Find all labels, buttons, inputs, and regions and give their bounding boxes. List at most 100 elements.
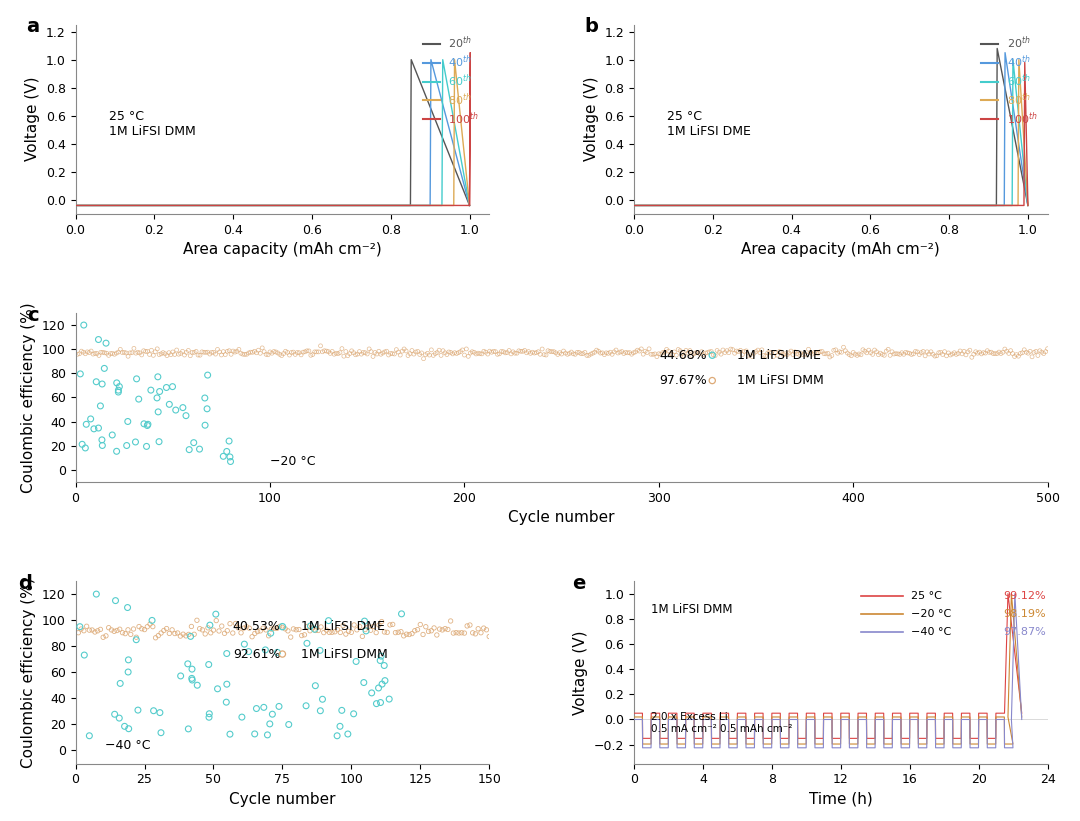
Point [677,344,694,357]
Point [158,381,175,394]
Point [305,621,322,635]
Point [318,624,335,637]
Point [545,345,563,358]
Point [378,345,395,358]
Text: 1M LiFSI DMM: 1M LiFSI DMM [650,603,732,616]
Point [718,344,735,357]
Point [256,345,273,358]
Point [314,693,332,706]
Point [120,350,137,363]
Point [233,710,251,723]
Point [311,644,328,657]
Point [543,345,561,358]
Point [276,345,294,358]
Point [753,343,770,356]
Point [613,345,631,358]
Point [329,623,347,636]
Point [242,346,259,359]
Point [152,626,170,640]
Point [136,623,153,636]
Point [636,345,653,358]
Point [419,346,436,360]
Point [121,346,138,360]
Point [201,711,218,724]
Point [380,348,397,361]
Point [252,624,269,637]
Point [458,342,475,355]
Point [635,347,652,360]
Point [708,344,726,357]
Point [432,349,449,362]
Point [765,350,782,363]
Point [302,349,320,362]
Point [656,346,673,359]
Point [131,620,148,633]
Point [315,626,333,640]
Point [162,348,179,361]
Point [886,347,903,360]
Point [424,349,442,362]
Text: 25 °C
1M LiFSI DMM: 25 °C 1M LiFSI DMM [109,110,195,138]
Point [148,392,165,405]
Point [801,346,819,360]
Point [507,346,524,360]
Point [825,344,842,357]
Point [386,347,403,360]
Point [434,344,451,357]
Point [310,624,327,637]
Point [249,625,267,638]
Point [440,623,457,636]
Point [944,347,961,360]
Text: −20 °C: −20 °C [270,455,315,468]
Point [684,349,701,362]
Point [221,727,239,741]
Point [665,346,683,359]
Point [151,385,168,398]
Point [355,676,373,689]
Point [411,618,429,631]
Point [279,346,296,359]
Point [445,626,462,640]
Point [267,346,284,359]
Point [312,339,329,352]
Point [500,344,517,357]
Point [327,346,345,360]
Point [473,347,490,360]
Point [470,346,487,360]
Point [383,347,401,360]
Point [179,344,197,357]
Point [92,623,109,636]
Point [621,346,638,360]
Point [286,348,303,361]
Point [145,349,162,362]
Point [860,343,877,356]
Point [363,686,380,699]
Point [619,346,636,360]
Point [111,677,129,690]
Point [1025,346,1042,359]
Point [366,346,383,359]
Point [1029,349,1047,362]
Point [645,348,662,361]
Point [456,626,473,640]
Point [297,699,314,713]
Point [90,421,107,434]
Point [364,350,381,363]
Point [660,345,677,358]
Text: e: e [572,574,585,593]
Point [588,343,605,356]
Point [735,345,753,358]
Point [93,433,110,447]
Point [724,343,741,356]
Point [670,343,687,356]
Point [195,346,213,359]
Point [522,346,539,360]
Point [376,626,393,639]
Point [283,346,300,359]
Point [565,347,582,360]
Point [89,347,106,360]
Point [402,347,419,360]
Point [937,349,955,362]
Point [123,346,140,360]
Point [320,614,337,627]
